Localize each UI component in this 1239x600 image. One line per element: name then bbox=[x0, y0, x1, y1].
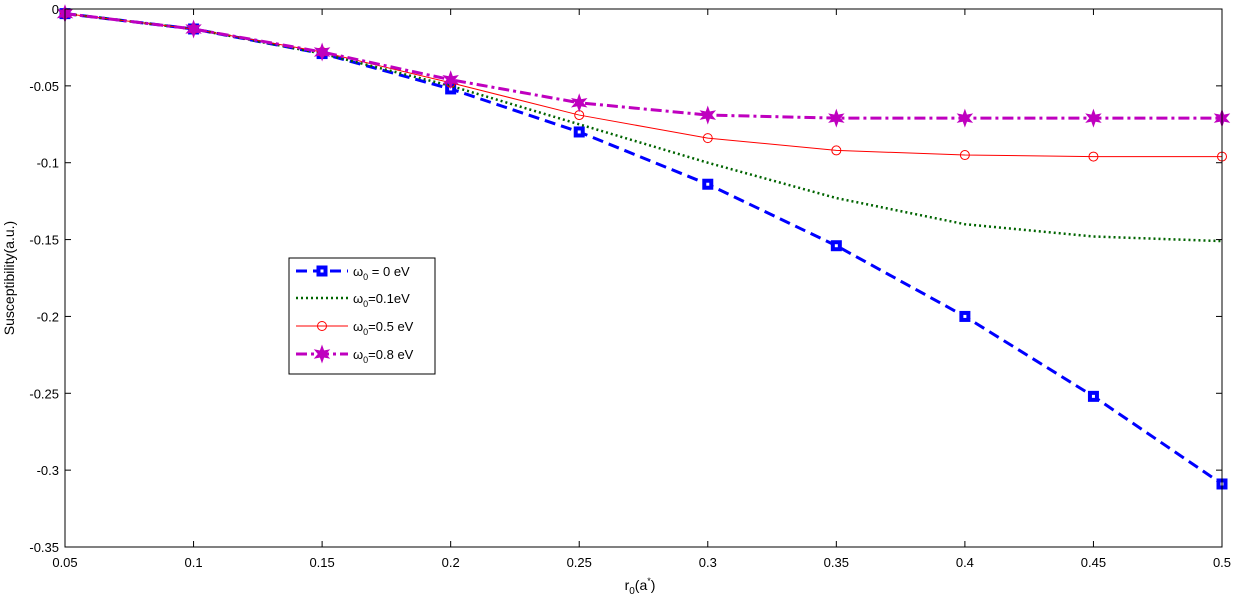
x-tick-label-1: 0.1 bbox=[185, 555, 203, 570]
series-3-point-8 bbox=[1085, 108, 1102, 128]
plot-frame bbox=[64, 8, 1223, 548]
series-line-3 bbox=[64, 12, 1222, 120]
series-3-point-5 bbox=[699, 105, 717, 125]
series-0-point-5-center bbox=[706, 182, 710, 186]
y-tick-label-4: -0.2 bbox=[37, 309, 59, 324]
series-0-point-6-center bbox=[834, 244, 838, 248]
x-tick-label-4: 0.25 bbox=[567, 555, 592, 570]
series-3-point-3 bbox=[442, 70, 459, 90]
x-tick-label-0: 0.05 bbox=[52, 555, 77, 570]
x-tick-label-8: 0.45 bbox=[1081, 555, 1106, 570]
series-0-point-7-center bbox=[963, 314, 967, 318]
series-line-0 bbox=[64, 12, 1223, 486]
x-axis-label-main: r bbox=[625, 577, 630, 593]
series-3-point-4 bbox=[570, 93, 588, 113]
x-tick-label-2: 0.15 bbox=[309, 555, 334, 570]
x-tick-label-3: 0.2 bbox=[442, 555, 460, 570]
legend-entry-0: ω0 = 0 eV bbox=[353, 264, 410, 282]
y-tick-label-3: -0.15 bbox=[29, 233, 59, 248]
y-axis-label: Susceptibility(a.u.) bbox=[1, 221, 17, 335]
legend-entry-2: ω0=0.5 eV bbox=[353, 319, 414, 337]
axes-layer: 0.05 0.1 0.15 0.2 0.25 0.3 0.35 0.4 0.45 0.5 0 -0.0… bbox=[29, 2, 1231, 570]
series-3-point-6 bbox=[828, 108, 845, 128]
legend-samples bbox=[296, 265, 348, 364]
series-2-point-6 bbox=[831, 145, 842, 156]
series-0-point-8-center bbox=[1091, 394, 1095, 398]
legend-marker-2 bbox=[317, 321, 327, 331]
series-3-point-1 bbox=[185, 19, 202, 39]
legend-entry-1: ω0=0.1eV bbox=[353, 291, 410, 309]
x-axis-label-sup: * bbox=[647, 576, 651, 586]
series-3-point-2 bbox=[313, 42, 331, 62]
legend-entry-3: ω0=0.8 eV bbox=[353, 347, 414, 365]
x-axis-label-close: ) bbox=[651, 577, 656, 593]
x-tick-label-6: 0.35 bbox=[824, 555, 849, 570]
y-tick-label-5: -0.25 bbox=[29, 386, 59, 401]
x-tick-label-5: 0.3 bbox=[699, 555, 717, 570]
x-axis-label-paren: (a bbox=[635, 577, 648, 593]
y-tick-label-7: -0.35 bbox=[29, 540, 59, 555]
series-2-point-8 bbox=[1088, 151, 1099, 162]
x-tick-label-9: 0.5 bbox=[1213, 555, 1231, 570]
y-tick-label-6: -0.3 bbox=[37, 463, 59, 478]
x-tick-label-7: 0.4 bbox=[956, 555, 974, 570]
y-tick-label-1: -0.05 bbox=[29, 79, 59, 94]
legend-marker-3 bbox=[313, 344, 331, 364]
x-axis-label-sub: 0 bbox=[629, 586, 635, 597]
series-0-point-4-center bbox=[577, 130, 581, 134]
series-3-point-7 bbox=[956, 108, 974, 128]
y-tick-label-0: 0 bbox=[52, 2, 59, 17]
series-2-point-7 bbox=[959, 150, 970, 161]
series-line-2 bbox=[64, 13, 1222, 158]
y-tick-label-2: -0.1 bbox=[37, 156, 59, 171]
legend: ω0 = 0 eV ω0=0.1eV ω0=0.5 eV ω0=0.8 eV bbox=[288, 257, 436, 375]
series-2-point-5 bbox=[702, 133, 713, 144]
legend-marker-0-center bbox=[320, 269, 324, 273]
series-line-1 bbox=[64, 12, 1223, 243]
x-axis-label: r0(a*) bbox=[625, 576, 656, 597]
